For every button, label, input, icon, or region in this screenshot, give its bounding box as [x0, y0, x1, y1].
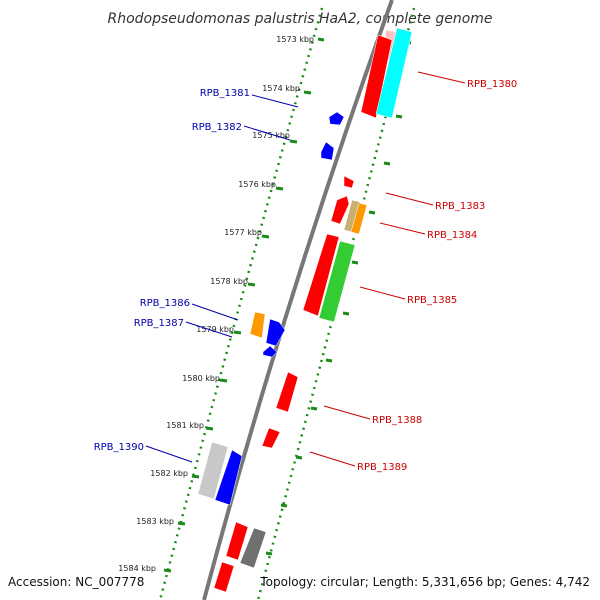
tick-mark	[310, 406, 318, 411]
outer-ruler-track	[158, 7, 324, 600]
gene-rpb-1390[interactable]	[197, 441, 229, 500]
accession-text: Accession: NC_007778	[8, 575, 144, 589]
tick-mark	[233, 330, 242, 335]
gene-label-rpb-1390[interactable]: RPB_1390	[94, 442, 144, 453]
tick-mark	[163, 568, 172, 573]
tick-mark	[289, 139, 298, 144]
left-leaders	[145, 94, 299, 463]
tick-mark	[351, 260, 359, 265]
genome-backbone	[202, 0, 394, 600]
tick-mark	[275, 186, 284, 191]
gene-label-rpb-1386[interactable]: RPB_1386	[140, 298, 190, 309]
gene-label-rpb-1389[interactable]: RPB_1389	[357, 462, 407, 473]
kbp-label: 1582 kbp	[150, 469, 188, 478]
gene-rpb-1386[interactable]	[249, 311, 266, 339]
leader-line	[243, 125, 291, 141]
tick-mark	[191, 474, 200, 479]
tick-mark	[177, 521, 186, 526]
tick-mark	[395, 114, 403, 119]
forward-strand-genes	[197, 111, 345, 593]
kbp-label: 1581 kbp	[166, 421, 204, 430]
gene-label-rpb-1387[interactable]: RPB_1387	[134, 318, 184, 329]
leader-line	[323, 405, 371, 420]
map-title: Rhodopseudomonas palustris HaA2, complet…	[107, 11, 492, 27]
gene-label-rpb-1385[interactable]: RPB_1385	[407, 295, 457, 306]
leader-line	[145, 445, 193, 463]
gene-label-rpb-1380[interactable]: RPB_1380	[467, 79, 517, 90]
kbp-labels: 1573 kbp 1574 kbp 1575 kbp 1576 kbp 1577…	[118, 35, 314, 573]
tick-mark	[247, 282, 256, 287]
kbp-label: 1574 kbp	[262, 84, 300, 93]
gene-near-1584c[interactable]	[239, 527, 267, 569]
gene-rpb-1381[interactable]	[328, 111, 345, 126]
gene-rpb-1385-red[interactable]	[302, 233, 340, 317]
gene-rpb-1380-red[interactable]	[360, 34, 393, 119]
leader-line	[191, 303, 239, 321]
tick-mark	[383, 161, 391, 166]
gene-label-rpb-1381[interactable]: RPB_1381	[200, 88, 250, 99]
gene-rpb-1384[interactable]	[350, 202, 368, 235]
tick-mark	[205, 426, 214, 431]
tick-mark	[219, 378, 228, 383]
gene-rpb-1382[interactable]	[320, 141, 335, 161]
kbp-label: 1583 kbp	[136, 517, 174, 526]
gene-rpb-1390b[interactable]	[214, 449, 243, 506]
leader-line	[185, 321, 233, 338]
gene-rpb-1385[interactable]	[318, 240, 356, 323]
gene-label-rpb-1388[interactable]: RPB_1388	[372, 415, 422, 426]
kbp-label: 1584 kbp	[118, 564, 156, 573]
outer-tick-marks	[163, 37, 325, 573]
tick-mark	[265, 551, 273, 556]
leader-line	[385, 192, 434, 206]
kbp-label: 1573 kbp	[276, 35, 314, 44]
gene-rpb-1389[interactable]	[261, 427, 281, 449]
tick-mark	[280, 503, 288, 508]
leader-line	[417, 71, 466, 84]
gene-rpb-1387[interactable]	[265, 318, 286, 347]
leader-line	[379, 222, 426, 235]
kbp-label: 1576 kbp	[238, 180, 276, 189]
left-gene-labels: RPB_1381 RPB_1382 RPB_1386 RPB_1387 RPB_…	[94, 88, 250, 453]
tick-mark	[342, 311, 350, 316]
right-gene-labels: RPB_1380 RPB_1383 RPB_1384 RPB_1385 RPB_…	[357, 79, 517, 473]
right-leaders	[309, 71, 466, 467]
tick-mark	[295, 455, 303, 460]
gene-label-rpb-1383[interactable]: RPB_1383	[435, 201, 485, 212]
gene-rpb-1383[interactable]	[343, 175, 355, 189]
tick-mark	[303, 90, 312, 95]
kbp-label: 1580 kbp	[182, 374, 220, 383]
gene-rpb-1388[interactable]	[275, 371, 299, 413]
kbp-label: 1578 kbp	[210, 277, 248, 286]
leader-line	[251, 94, 299, 108]
gene-label-rpb-1382[interactable]: RPB_1382	[192, 122, 242, 133]
kbp-label: 1579 kbp	[196, 325, 234, 334]
leader-line	[309, 451, 356, 467]
tick-mark	[325, 358, 333, 363]
gene-rpb-1387b[interactable]	[262, 345, 278, 358]
kbp-label: 1577 kbp	[224, 228, 262, 237]
gene-rpb-1380[interactable]	[375, 27, 413, 119]
gene-near-1584[interactable]	[225, 521, 249, 561]
topology-text: Topology: circular; Length: 5,331,656 bp…	[259, 575, 590, 589]
tick-mark	[261, 234, 270, 239]
gene-near-1584b[interactable]	[213, 561, 235, 593]
gene-rpb-1383b[interactable]	[330, 195, 350, 225]
gene-label-rpb-1384[interactable]: RPB_1384	[427, 230, 477, 241]
tick-mark	[368, 210, 376, 215]
tick-mark	[317, 37, 325, 42]
reverse-strand-genes	[261, 27, 413, 449]
kbp-label: 1575 kbp	[252, 131, 290, 140]
inner-tick-marks	[265, 40, 412, 556]
leader-line	[359, 286, 406, 300]
